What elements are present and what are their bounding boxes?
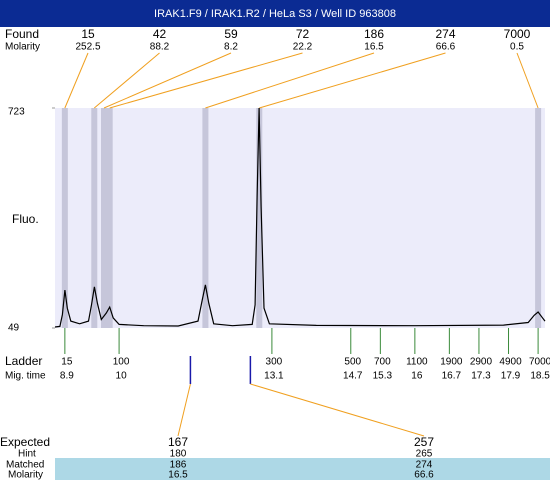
found-size: 72 xyxy=(296,27,310,41)
title-bar xyxy=(0,0,550,27)
ladder-size: 300 xyxy=(266,357,283,368)
molarity-label: Molarity xyxy=(5,42,40,53)
ladder-time: 10 xyxy=(116,371,128,382)
y-tick-label: 49 xyxy=(8,323,20,334)
trace xyxy=(54,107,546,328)
found-molarity: 16.5 xyxy=(364,42,384,53)
matched-molarity: 16.5 xyxy=(168,470,188,480)
found-molarity: 252.5 xyxy=(75,42,100,53)
ladder-time: 16 xyxy=(411,371,423,382)
found-band xyxy=(106,108,113,328)
ladder-size: 500 xyxy=(344,357,361,368)
found-molarity: 66.6 xyxy=(436,42,456,53)
molarity-label: Molarity xyxy=(8,470,43,480)
expected-connector xyxy=(177,383,191,437)
ladder-label: Ladder xyxy=(5,354,42,368)
ladder-time: 16.7 xyxy=(442,371,462,382)
found-connector xyxy=(259,52,446,109)
hint-label: Hint xyxy=(18,449,36,460)
expected-size: 167 xyxy=(168,435,188,449)
found-band xyxy=(202,108,209,328)
ladder-time: 14.7 xyxy=(343,371,363,382)
found-connector xyxy=(109,52,303,109)
ladder-size: 2900 xyxy=(470,357,493,368)
ladder-time: 8.9 xyxy=(60,371,74,382)
found-connector xyxy=(516,52,539,109)
matched-size: 186 xyxy=(170,460,187,471)
found-size: 15 xyxy=(81,27,95,41)
found-molarity: 0.5 xyxy=(510,42,524,53)
expected-label: Expected xyxy=(0,435,50,449)
found-band xyxy=(91,108,98,328)
matched-rows-background xyxy=(55,458,550,480)
ladder-size: 7000 xyxy=(529,357,550,368)
found-band xyxy=(535,108,542,328)
ladder-time: 13.1 xyxy=(264,371,284,382)
chart-title: IRAK1.F9 / IRAK1.R2 / HeLa S3 / Well ID … xyxy=(154,8,396,20)
y-axis-label: Fluo. xyxy=(12,212,39,226)
found-connector xyxy=(64,52,89,109)
ladder-time: 17.3 xyxy=(471,371,491,382)
ladder-size: 4900 xyxy=(499,357,522,368)
found-size: 59 xyxy=(224,27,238,41)
found-connector xyxy=(205,52,375,109)
expected-connector xyxy=(250,383,425,437)
y-tick-label: 723 xyxy=(8,107,25,118)
ladder-size: 1100 xyxy=(406,357,428,368)
ladder-size: 100 xyxy=(113,357,130,368)
found-size: 186 xyxy=(364,27,384,41)
ladder-time: 15.3 xyxy=(373,371,393,382)
found-size: 42 xyxy=(153,27,167,41)
matched-molarity: 66.6 xyxy=(414,470,434,480)
ladder-time: 17.9 xyxy=(501,371,521,382)
found-band xyxy=(61,108,68,328)
found-connector xyxy=(103,52,232,109)
ladder-size: 1900 xyxy=(440,357,463,368)
ladder-size: 700 xyxy=(374,357,391,368)
found-connector xyxy=(93,52,160,109)
mig-time-label: Mig. time xyxy=(5,371,46,382)
found-molarity: 22.2 xyxy=(293,42,313,53)
ladder-time: 18.5 xyxy=(530,371,550,382)
found-band xyxy=(101,108,108,328)
ladder-size: 15 xyxy=(61,357,73,368)
found-size: 274 xyxy=(435,27,455,41)
hint-size: 180 xyxy=(170,449,187,460)
plot-area xyxy=(55,108,545,328)
hint-size: 265 xyxy=(416,449,433,460)
found-size: 7000 xyxy=(504,27,531,41)
matched-label: Matched xyxy=(6,460,44,471)
found-molarity: 8.2 xyxy=(224,42,238,53)
found-band xyxy=(256,108,263,328)
found-label: Found xyxy=(5,27,39,41)
matched-size: 274 xyxy=(416,460,433,471)
found-molarity: 88.2 xyxy=(150,42,170,53)
expected-size: 257 xyxy=(414,435,434,449)
